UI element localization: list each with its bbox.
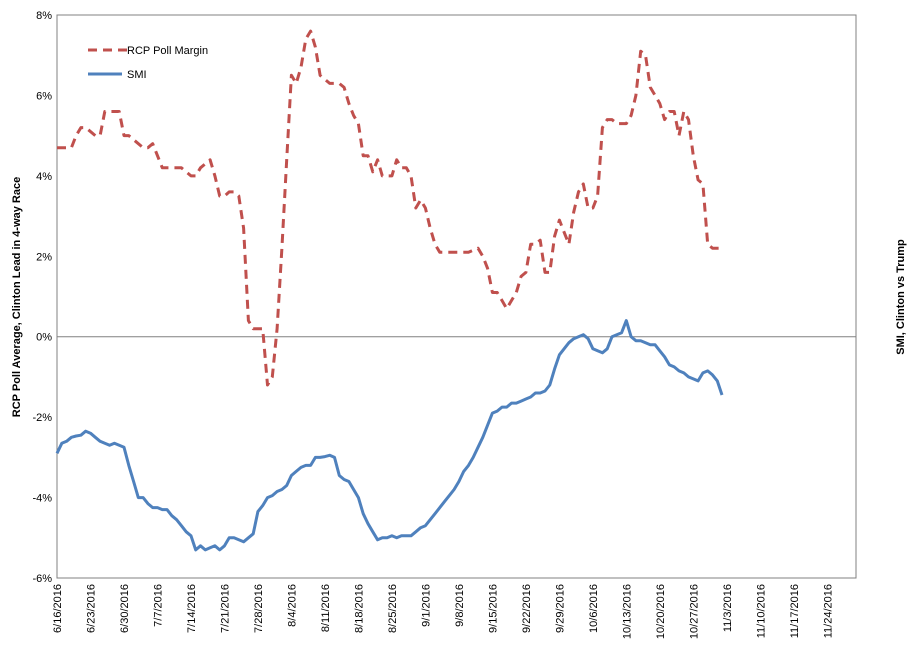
x-tick-label-10-20-2016: 10/20/2016 xyxy=(655,584,667,639)
x-tick-label-9-29-2016: 9/29/2016 xyxy=(554,584,566,633)
x-tick-label-10-27-2016: 10/27/2016 xyxy=(688,584,700,639)
x-tick-label-8-25-2016: 8/25/2016 xyxy=(387,584,399,633)
plot-area xyxy=(56,14,857,579)
y-tick-label-6: 6% xyxy=(36,90,52,102)
legend-label-rcp-poll-margin: RCP Poll Margin xyxy=(127,45,208,57)
y-tick-label-4: -4% xyxy=(32,493,52,505)
x-tick-label-7-14-2016: 7/14/2016 xyxy=(186,584,198,633)
x-tick-label-8-18-2016: 8/18/2016 xyxy=(353,584,365,633)
y-tick-label-8: 8% xyxy=(36,10,52,22)
x-tick-label-7-28-2016: 7/28/2016 xyxy=(253,584,265,633)
legend-label-smi: SMI xyxy=(127,69,147,81)
y-tick-label-2: -2% xyxy=(32,412,52,424)
x-tick-label-8-11-2016: 8/11/2016 xyxy=(320,584,332,632)
x-tick-label-6-30-2016: 6/30/2016 xyxy=(119,584,131,633)
x-tick-label-9-8-2016: 9/8/2016 xyxy=(454,584,466,627)
series-layer xyxy=(55,29,724,552)
x-tick-label-6-23-2016: 6/23/2016 xyxy=(85,584,97,633)
series-line-smi xyxy=(55,319,724,552)
x-tick-label-6-16-2016: 6/16/2016 xyxy=(52,584,64,633)
x-tick-label-9-22-2016: 9/22/2016 xyxy=(521,584,533,633)
x-tick-label-10-13-2016: 10/13/2016 xyxy=(621,584,633,639)
x-tick-label-11-3-2016: 11/3/2016 xyxy=(722,584,734,632)
x-tick-label-9-1-2016: 9/1/2016 xyxy=(420,584,432,627)
x-tick-label-11-17-2016: 11/17/2016 xyxy=(789,584,801,638)
x-axis-tick-labels: 6/16/2016 6/23/2016 6/30/2016 7/7/2016 7/14/… xyxy=(52,584,834,639)
x-tick-label-10-6-2016: 10/6/2016 xyxy=(588,584,600,633)
x-tick-label-7-21-2016: 7/21/2016 xyxy=(219,584,231,633)
y-tick-label-4: 4% xyxy=(36,171,52,183)
y-tick-label-6: -6% xyxy=(32,573,52,585)
y-axis-title-left: RCP Poll Average, Clinton Lead in 4-way … xyxy=(11,177,23,417)
series-line-rcp-poll-margin xyxy=(57,29,722,387)
y-axis-title-right: SMI, Clinton vs Trump xyxy=(895,239,907,355)
x-tick-label-11-10-2016: 11/10/2016 xyxy=(755,584,767,638)
x-tick-label-7-7-2016: 7/7/2016 xyxy=(152,584,164,627)
x-tick-label-9-15-2016: 9/15/2016 xyxy=(487,584,499,633)
y-tick-label-0: 0% xyxy=(36,332,52,344)
legend: RCP Poll Margin SMI xyxy=(88,45,208,81)
y-axis-tick-labels: 8% 6% 4% 2% 0% -2% -4% -6% xyxy=(32,10,52,585)
y-tick-label-2: 2% xyxy=(36,251,52,263)
x-tick-label-11-24-2016: 11/24/2016 xyxy=(822,584,834,638)
x-tick-label-8-4-2016: 8/4/2016 xyxy=(286,584,298,627)
